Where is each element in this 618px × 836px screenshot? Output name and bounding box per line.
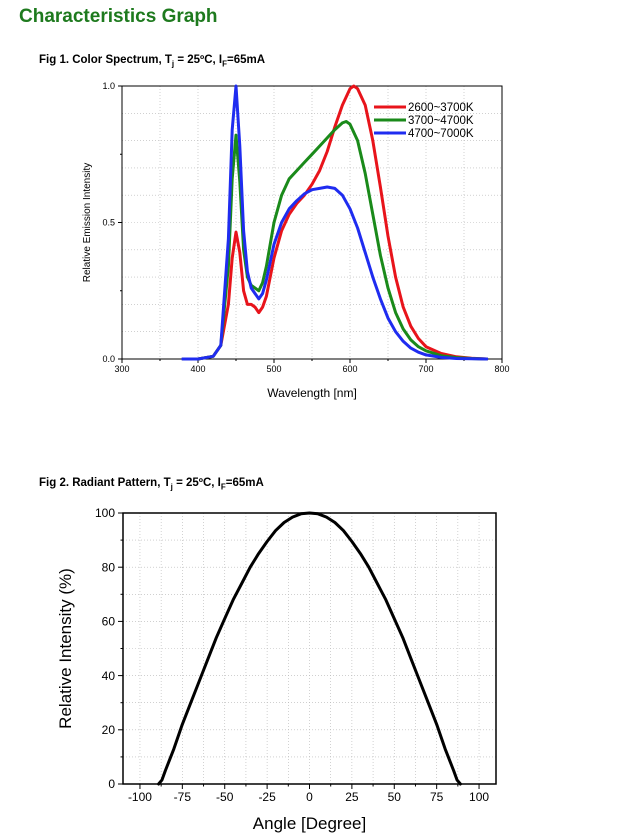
fig1-caption-mid: = 25ºC, I (174, 54, 223, 66)
fig2-caption-sub-f: F (220, 482, 226, 492)
fig1-caption: Fig 1. Color Spectrum, Tj = 25ºC, IF=65m… (39, 54, 265, 68)
spectrum-y-tick-label: 0.0 (102, 354, 115, 364)
fig2-caption-suffix: =65mA (225, 477, 264, 489)
fig1-caption-prefix: Fig 1. Color Spectrum, T (39, 54, 172, 66)
spectrum-series-2-line (181, 120, 489, 361)
fig1-caption-suffix: =65mA (227, 54, 266, 66)
spectrum-x-tick-label: 800 (494, 364, 509, 374)
fig1-caption-sub-f: F (222, 59, 228, 69)
spectrum-series-1-line (181, 84, 489, 361)
spectrum-x-tick-label: 400 (190, 364, 205, 374)
spectrum-legend-label-3: 4700~7000K (408, 128, 474, 140)
spectrum-y-axis-title: Relative Emission Intensity (82, 163, 93, 283)
page-title: Characteristics Graph (19, 6, 218, 27)
fig2-caption: Fig 2. Radiant Pattern, Tj = 25ºC, IF=65… (39, 477, 264, 491)
fig2-caption-mid: = 25ºC, I (172, 477, 221, 489)
fig1-caption-sub-j: j (171, 59, 175, 69)
spectrum-x-tick-label: 500 (266, 364, 281, 374)
fig2-caption-sub-j: j (170, 482, 173, 492)
spectrum-legend-label-1: 2600~3700K (408, 102, 474, 114)
spectrum-x-tick-label: 700 (418, 364, 433, 374)
spectrum-y-tick-label: 0.5 (102, 218, 115, 228)
spectrum-legend-label-2: 3700~4700K (408, 115, 474, 127)
spectrum-x-tick-label: 600 (342, 364, 357, 374)
spectrum-x-tick-label: 300 (114, 364, 129, 374)
fig2-caption-prefix: Fig 2. Radiant Pattern, T (39, 477, 171, 489)
spectrum-x-axis-title: Wavelength [nm] (267, 386, 357, 400)
spectrum-y-tick-label: 1.0 (102, 81, 115, 91)
spectrum-series-3-line (181, 84, 489, 361)
